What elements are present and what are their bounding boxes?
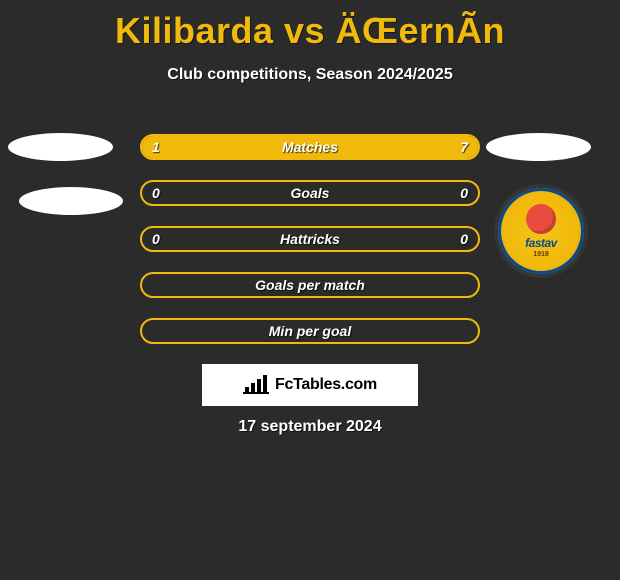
stat-label: Goals: [142, 182, 478, 204]
stat-value-left: 1: [152, 136, 160, 158]
brand-box[interactable]: FcTables.com: [202, 364, 418, 406]
stat-value-right: 0: [460, 182, 468, 204]
bar-chart-icon: [243, 375, 269, 395]
player-left-photo-placeholder: [8, 133, 113, 161]
stat-row: Matches1 7: [140, 134, 480, 160]
stat-row: Goals0 0: [140, 180, 480, 206]
footer-date: 17 september 2024: [0, 418, 620, 436]
stat-row: Hattricks0 0: [140, 226, 480, 252]
brand-text: FcTables.com: [275, 376, 377, 394]
stat-row: Goals per match: [140, 272, 480, 298]
club-right-badge: fastav 1919: [498, 188, 584, 274]
player-right-photo-placeholder: [486, 133, 591, 161]
club-badge-wordmark: fastav: [525, 236, 557, 250]
stat-label: Matches: [142, 136, 478, 158]
stat-label: Min per goal: [142, 320, 478, 342]
page-title: Kilibarda vs ÄŒernÃ­n: [0, 10, 620, 52]
page-subtitle: Club competitions, Season 2024/2025: [0, 66, 620, 84]
stat-value-right: 7: [460, 136, 468, 158]
stat-value-left: 0: [152, 228, 160, 250]
club-left-logo-placeholder: [19, 187, 123, 215]
club-badge-year: 1919: [533, 251, 549, 258]
stats-bars: Matches17Goals00Hattricks00Goals per mat…: [140, 134, 480, 364]
stat-value-left: 0: [152, 182, 160, 204]
stat-label: Hattricks: [142, 228, 478, 250]
stat-row: Min per goal: [140, 318, 480, 344]
stat-value-right: 0: [460, 228, 468, 250]
stat-label: Goals per match: [142, 274, 478, 296]
club-badge-ball-icon: [526, 204, 556, 234]
